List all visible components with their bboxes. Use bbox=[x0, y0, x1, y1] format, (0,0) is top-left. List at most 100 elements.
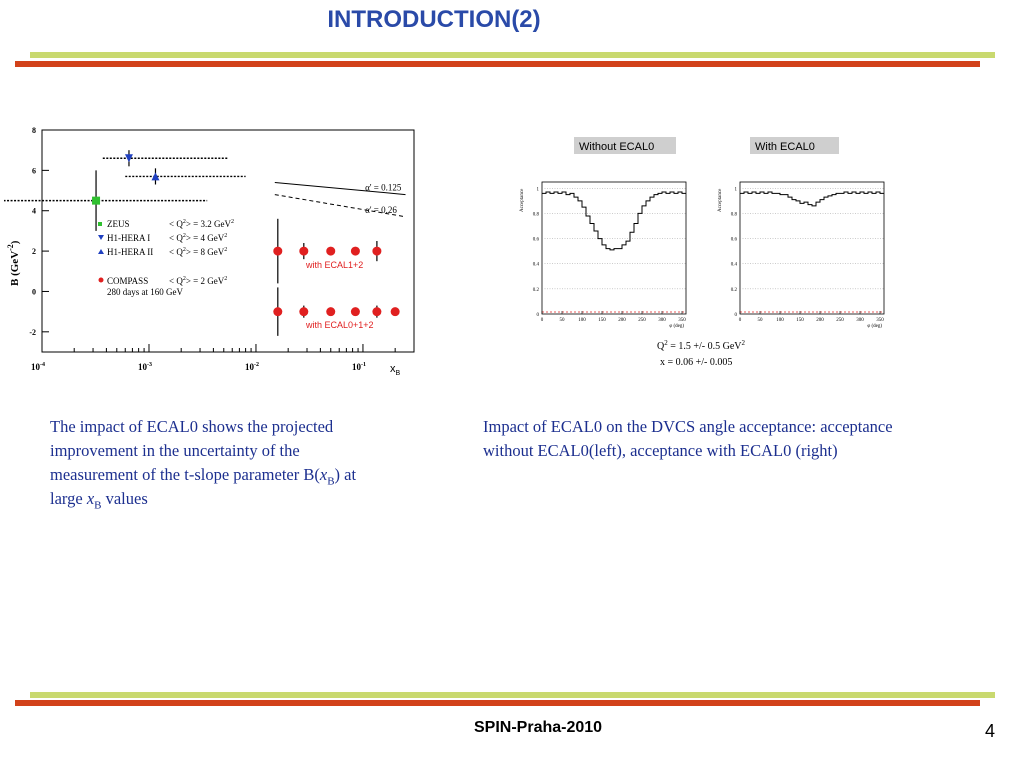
top-red-rule bbox=[15, 61, 980, 67]
svg-text:< Q2> = 3.2 GeV2: < Q2> = 3.2 GeV2 bbox=[169, 219, 234, 229]
bottom-red-rule bbox=[15, 700, 980, 706]
x-tick-label: 10-1 bbox=[352, 362, 366, 372]
model-line-label: α' = 0.26 bbox=[365, 205, 397, 215]
acceptance-histogram bbox=[542, 191, 686, 251]
model-line bbox=[274, 181, 406, 196]
annotation-ecal12: with ECAL1+2 bbox=[305, 260, 363, 270]
svg-text:< Q2> = 8 GeV2: < Q2> = 8 GeV2 bbox=[169, 247, 227, 257]
svg-text:xB: xB bbox=[390, 363, 401, 377]
top-green-rule bbox=[30, 52, 995, 58]
compass-point bbox=[372, 307, 382, 317]
acc-right-title: With ECAL0 bbox=[755, 141, 815, 153]
acc-x-tick-label: 0 bbox=[739, 318, 742, 323]
y-tick-label: 6 bbox=[32, 166, 36, 175]
zeus-point bbox=[92, 196, 101, 205]
legend-compass: COMPASS < Q2> = 2 GeV2 280 days at 160 G… bbox=[98, 276, 227, 297]
acc-x-tick-label: 200 bbox=[618, 318, 626, 323]
y-tick-label: 0 bbox=[32, 287, 36, 296]
svg-text:H1-HERA II: H1-HERA II bbox=[107, 247, 153, 257]
y-tick-label: 2 bbox=[32, 247, 36, 256]
acc-y-tick-label: 0.2 bbox=[731, 288, 738, 293]
acc-y-tick-label: 0.8 bbox=[533, 212, 540, 217]
left-caption: The impact of ECAL0 shows the projected … bbox=[50, 417, 357, 512]
svg-text:x = 0.06 +/- 0.005: x = 0.06 +/- 0.005 bbox=[660, 357, 732, 368]
compass-point bbox=[299, 307, 309, 317]
acc-x-tick-label: 100 bbox=[578, 318, 586, 323]
acc-x-tick-label: 300 bbox=[658, 318, 666, 323]
compass-point bbox=[326, 307, 336, 317]
t-slope-xlabel: xB bbox=[390, 363, 401, 377]
page-number: 4 bbox=[985, 721, 996, 741]
svg-text:< Q2> = 4 GeV2: < Q2> = 4 GeV2 bbox=[169, 233, 227, 243]
ylabel-text: B (GeV bbox=[9, 251, 21, 286]
t-slope-ylabel: B (GeV-2) bbox=[6, 240, 21, 286]
right-caption: Impact of ECAL0 on the DVCS angle accept… bbox=[483, 417, 893, 460]
acc-frame bbox=[739, 181, 885, 315]
acc-xlabel: φ (deg) bbox=[867, 324, 882, 329]
svg-text:COMPASS: COMPASS bbox=[107, 276, 148, 286]
ylabel-end: ) bbox=[9, 240, 21, 244]
y-tick-label: 8 bbox=[32, 126, 36, 135]
acc-left-title: Without ECAL0 bbox=[579, 141, 654, 153]
x-tick-label: 10-3 bbox=[138, 362, 152, 372]
acc-x-tick-label: 350 bbox=[876, 318, 884, 323]
acc-y-tick-label: 0.4 bbox=[731, 263, 738, 268]
model-line-label: α' = 0.125 bbox=[365, 183, 402, 193]
y-tick-label: -2 bbox=[29, 328, 36, 337]
acceptance-kinematics: Q2 = 1.5 +/- 0.5 GeV2 x = 0.06 +/- 0.005 bbox=[657, 339, 746, 368]
acceptance-plots: Without ECAL0 With ECAL0 0.20.40.60.8100… bbox=[512, 134, 890, 370]
model-line bbox=[274, 194, 406, 218]
acc-y-tick-label: 0.8 bbox=[731, 212, 738, 217]
acc-x-tick-label: 350 bbox=[678, 318, 686, 323]
compass-point bbox=[273, 307, 283, 317]
acc-y-tick-label: 0.6 bbox=[533, 238, 540, 243]
t-slope-axes: -2 0 2 4 6 8 10-4 10-3 10-2 10-1 bbox=[29, 126, 415, 372]
slide-title: INTRODUCTION(2) bbox=[327, 6, 541, 33]
plot-frame bbox=[41, 129, 415, 353]
acc-y-tick-label: 0.4 bbox=[533, 263, 540, 268]
acc-x-tick-label: 300 bbox=[856, 318, 864, 323]
compass-point bbox=[390, 307, 400, 317]
acceptance-histogram bbox=[740, 191, 884, 207]
svg-text:B (GeV-2): B (GeV-2) bbox=[6, 240, 21, 286]
compass-point bbox=[350, 246, 360, 256]
acc-y-tick-label: 0.6 bbox=[731, 238, 738, 243]
acc-x-tick-label: 0 bbox=[541, 318, 544, 323]
acc-x-tick-label: 200 bbox=[816, 318, 824, 323]
acc-ylabel: Acceptance bbox=[520, 188, 525, 212]
footer-conference: SPIN-Praha-2010 bbox=[474, 719, 603, 736]
h1-hera-1-point bbox=[124, 154, 133, 163]
legend-compass-detail: 280 days at 160 GeV bbox=[107, 287, 183, 297]
acc-y-tick-label: 1 bbox=[537, 187, 540, 192]
y-tick-label: 4 bbox=[32, 207, 36, 216]
compass-point bbox=[299, 246, 309, 256]
acc-x-tick-label: 250 bbox=[836, 318, 844, 323]
compass-point bbox=[372, 246, 382, 256]
t-slope-marks: α' = 0.125 α' = 0.26 bbox=[4, 150, 406, 336]
compass-point bbox=[350, 307, 360, 317]
acc-y-tick-label: 0.2 bbox=[533, 288, 540, 293]
bottom-green-rule bbox=[30, 692, 995, 698]
legend-zeus: ZEUS < Q2> = 3.2 GeV2 bbox=[98, 219, 234, 229]
acc-x-tick-label: 250 bbox=[638, 318, 646, 323]
ylabel-sup: -2 bbox=[6, 244, 15, 251]
h1-hera-2-point bbox=[151, 172, 160, 181]
legend-h1-hera-1: H1-HERA I < Q2> = 4 GeV2 bbox=[98, 233, 227, 243]
legend-h1-hera-2: H1-HERA II < Q2> = 8 GeV2 bbox=[98, 247, 227, 257]
compass-point bbox=[273, 246, 283, 256]
compass-point bbox=[326, 246, 336, 256]
acc-y-tick-label: 1 bbox=[735, 187, 738, 192]
acc-x-tick-label: 100 bbox=[776, 318, 784, 323]
svg-text:ZEUS: ZEUS bbox=[107, 219, 130, 229]
acc-x-tick-label: 150 bbox=[796, 318, 804, 323]
svg-text:< Q2> = 2 GeV2: < Q2> = 2 GeV2 bbox=[169, 276, 227, 286]
acc-xlabel: φ (deg) bbox=[669, 324, 684, 329]
annotation-ecal012: with ECAL0+1+2 bbox=[305, 320, 374, 330]
acc-x-tick-label: 150 bbox=[598, 318, 606, 323]
acc-x-tick-label: 50 bbox=[758, 318, 764, 323]
svg-text:H1-HERA I: H1-HERA I bbox=[107, 233, 150, 243]
acc-ylabel: Acceptance bbox=[718, 188, 723, 212]
